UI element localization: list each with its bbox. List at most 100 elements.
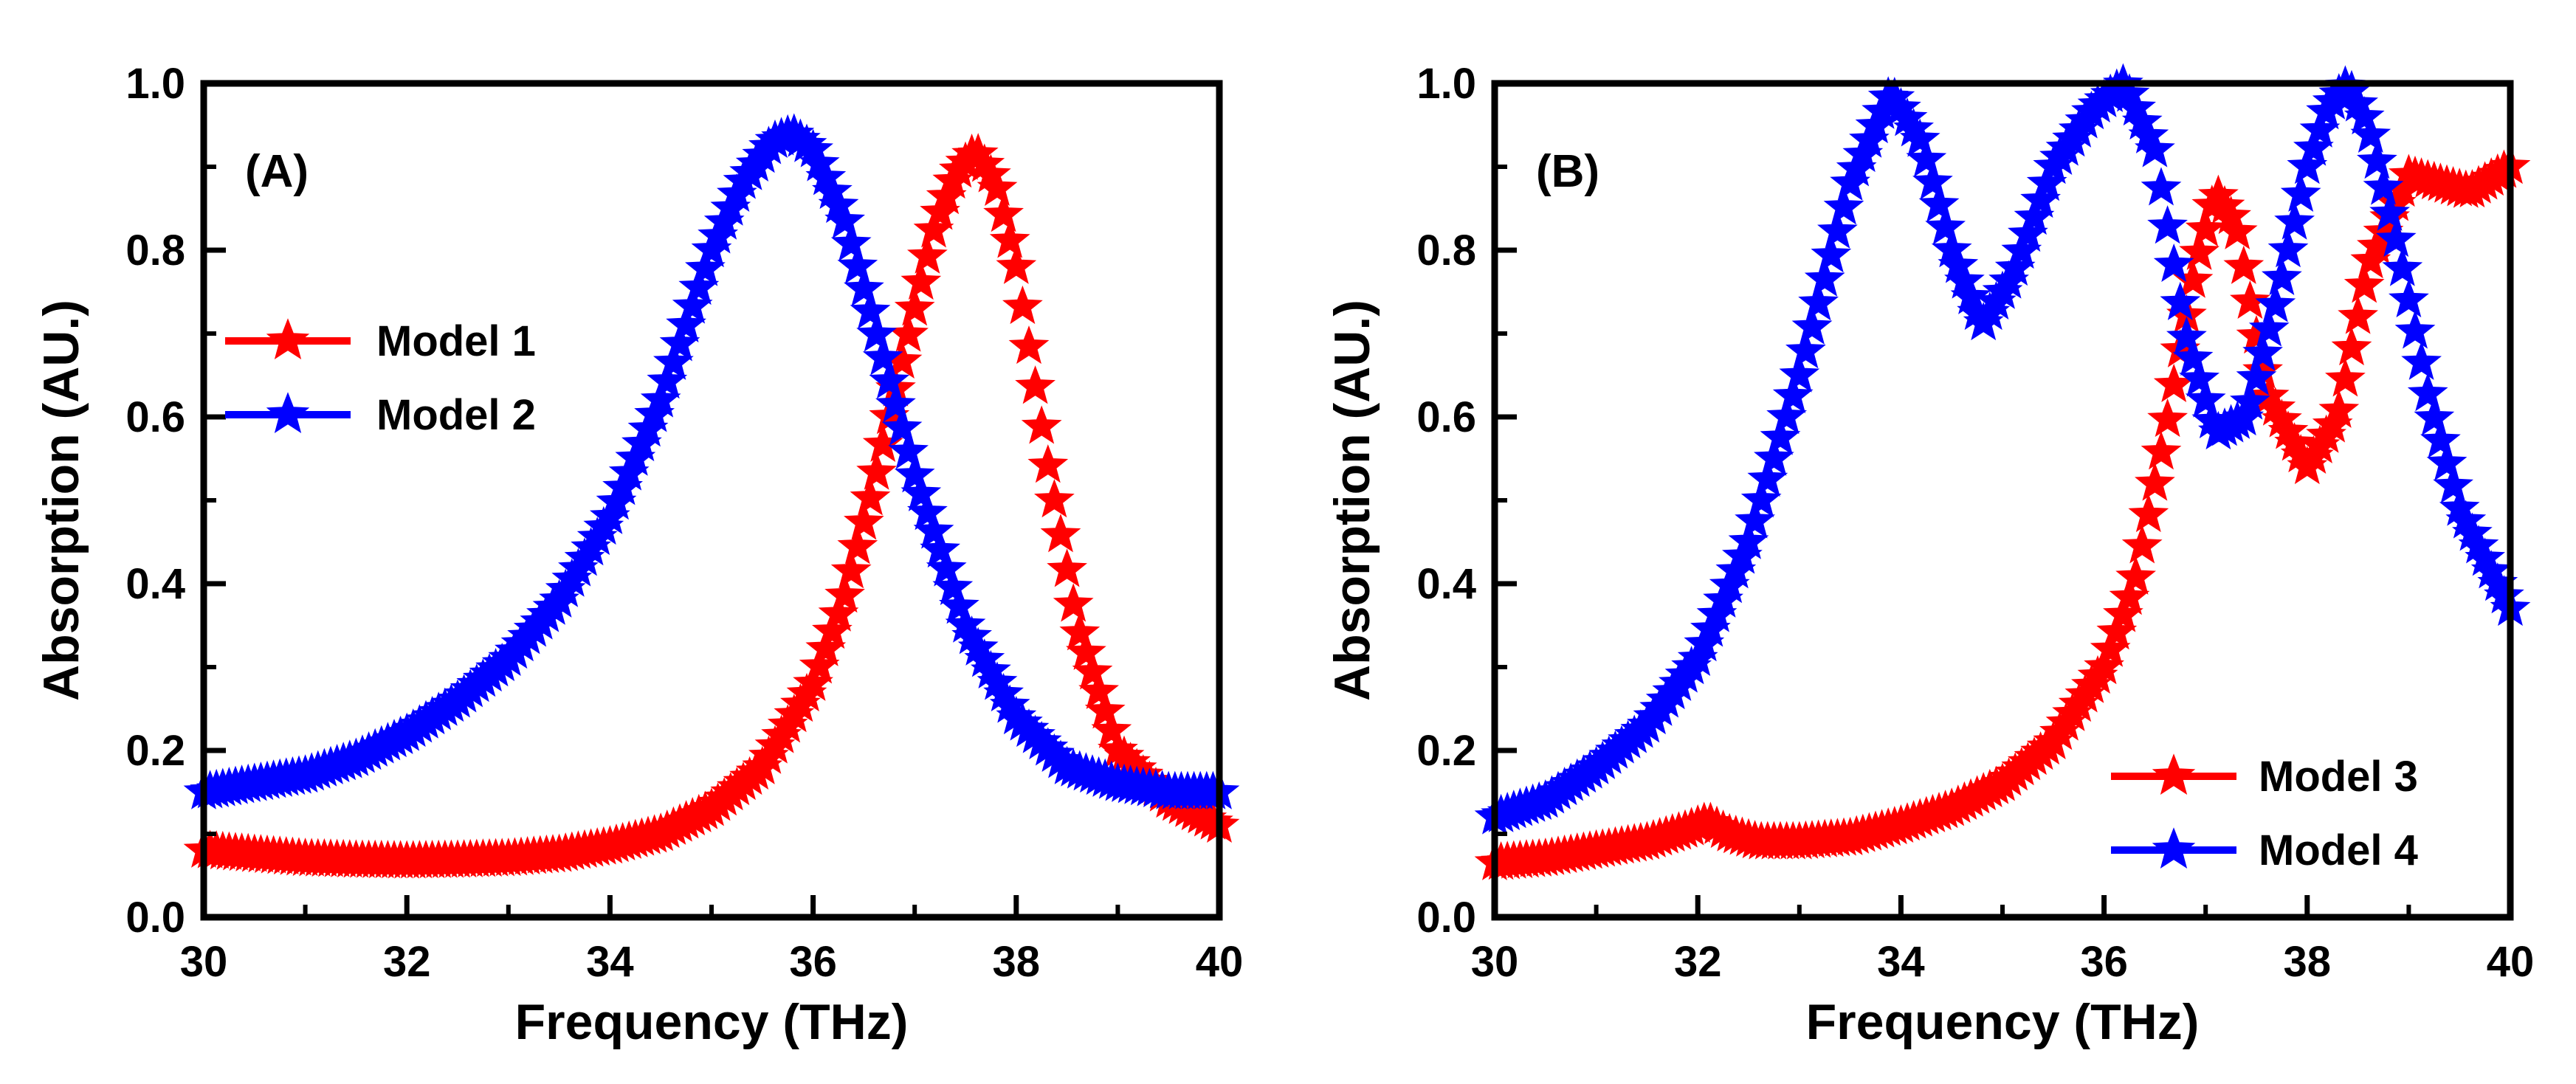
- data-point: [1008, 325, 1050, 365]
- data-point: [1804, 258, 1845, 297]
- data-point: [2135, 128, 2175, 168]
- data-point: [894, 454, 935, 493]
- data-point: [2160, 281, 2201, 320]
- data-point: [2242, 332, 2283, 371]
- data-point: [2401, 341, 2442, 380]
- data-point: [2407, 373, 2448, 412]
- chart-panel-1: 30 32 34 36 38 40 0.0 0.2 0.4 0.6 0.8 1.0 Frequency …: [33, 60, 1243, 1050]
- data-point: [920, 528, 960, 568]
- data-point: [2135, 462, 2175, 501]
- data-point: [907, 491, 948, 531]
- x-tick-label: 36: [789, 938, 837, 986]
- data-point: [888, 430, 929, 469]
- legend-star-marker: [2152, 827, 2196, 869]
- x-tick-label: 38: [993, 938, 1041, 986]
- data-point: [913, 510, 954, 549]
- data-point: [2433, 464, 2473, 503]
- data-point: [837, 245, 878, 284]
- x-axis-label: Frequency (THz): [515, 994, 909, 1050]
- data-point: [2236, 356, 2277, 396]
- legend: Model 1 Model 2: [225, 317, 536, 439]
- data-point: [1918, 183, 1960, 223]
- data-point: [2230, 280, 2270, 319]
- data-point: [1728, 520, 1769, 559]
- data-point: [1078, 670, 1119, 709]
- data-point: [2121, 525, 2163, 564]
- x-tick-label: 36: [2080, 938, 2128, 986]
- data-point: [850, 477, 891, 516]
- data-point: [1938, 244, 1979, 283]
- data-point: [1899, 118, 1940, 157]
- data-point: [2166, 316, 2207, 355]
- data-point: [1084, 690, 1126, 729]
- x-tick-label: 40: [1196, 938, 1244, 986]
- data-point: [2357, 140, 2397, 179]
- x-tick-label: 34: [586, 938, 634, 986]
- data-point: [1906, 138, 1947, 177]
- legend-star-marker: [2152, 753, 2196, 795]
- data-point: [1766, 396, 1807, 435]
- legend-label: Model 2: [376, 391, 536, 439]
- y-tick-label: 0.2: [125, 727, 185, 775]
- series-model-2: [183, 113, 1240, 809]
- data-point: [1791, 305, 1833, 345]
- data-point: [824, 574, 865, 613]
- data-point: [856, 451, 897, 490]
- data-point: [2179, 231, 2219, 270]
- x-tick-label: 34: [1877, 938, 1925, 986]
- data-point: [907, 235, 948, 274]
- data-point: [2223, 245, 2265, 284]
- y-tick-label: 0.6: [1416, 393, 1476, 441]
- y-tick-label: 0.2: [1416, 727, 1476, 775]
- x-tick-label: 30: [1471, 938, 1519, 986]
- y-tick-label: 0.4: [1416, 560, 1476, 608]
- panel-label: (B): [1536, 146, 1599, 197]
- data-point: [2331, 326, 2372, 366]
- legend-star-marker: [266, 318, 310, 359]
- data-point: [2420, 419, 2461, 458]
- data-point: [2350, 114, 2391, 153]
- y-axis-label: Absorption (AU.): [1324, 300, 1380, 701]
- data-point: [1047, 548, 1087, 587]
- data-point: [894, 287, 935, 326]
- data-point: [830, 550, 872, 589]
- data-point: [926, 548, 967, 587]
- data-point: [900, 472, 942, 511]
- data-point: [2248, 308, 2290, 347]
- y-tick-label: 0.8: [125, 227, 185, 275]
- data-point: [2325, 358, 2366, 397]
- x-tick-label: 30: [180, 938, 228, 986]
- data-point: [1798, 282, 1839, 321]
- data-point: [2267, 229, 2309, 268]
- data-point: [2115, 556, 2156, 595]
- data-point: [2389, 278, 2429, 318]
- y-tick-label: 0.4: [125, 560, 185, 608]
- data-point: [2394, 310, 2436, 349]
- data-point: [844, 267, 884, 307]
- data-point: [1072, 651, 1113, 690]
- data-point: [1091, 709, 1132, 748]
- data-point: [2147, 398, 2188, 438]
- data-point: [1817, 210, 1858, 249]
- data-point: [1021, 405, 1062, 444]
- data-point: [2338, 295, 2378, 334]
- data-point: [2141, 167, 2182, 206]
- data-point: [1059, 612, 1101, 651]
- data-point: [2230, 381, 2270, 420]
- data-point: [1779, 353, 1820, 393]
- data-point: [1053, 583, 1094, 622]
- data-point: [2141, 431, 2182, 470]
- data-point: [2128, 493, 2169, 533]
- panel-label: (A): [245, 146, 309, 197]
- data-point: [2172, 337, 2214, 376]
- data-point: [989, 219, 1030, 258]
- y-tick-label: 0.6: [125, 393, 185, 441]
- x-axis-label: Frequency (THz): [1806, 994, 2200, 1050]
- data-point: [2147, 205, 2188, 244]
- data-point: [1735, 500, 1775, 539]
- data-point: [1754, 437, 1794, 476]
- data-point: [1740, 479, 1782, 518]
- legend-label: Model 4: [2259, 826, 2418, 874]
- data-point: [1811, 234, 1852, 273]
